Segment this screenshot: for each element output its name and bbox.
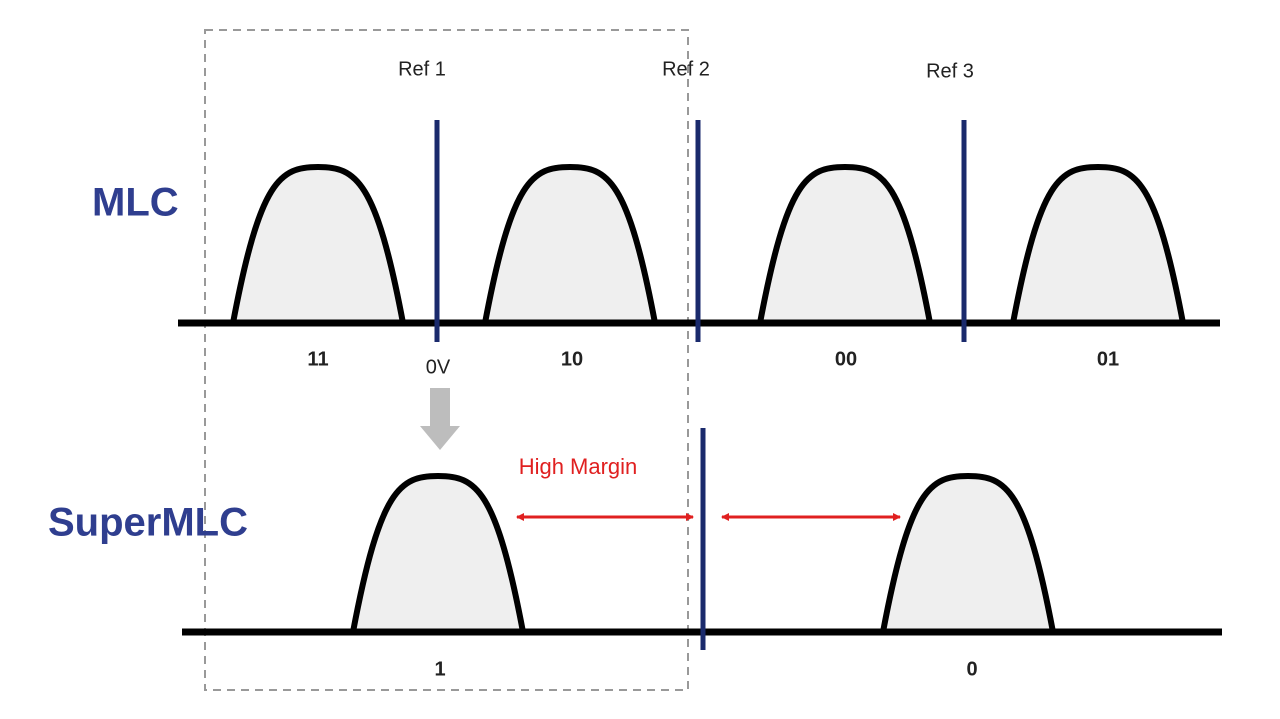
highlight-box [204, 29, 689, 691]
voltage-label: 0V [426, 356, 451, 378]
row-label: SuperMLC [48, 501, 248, 545]
distribution-curve [230, 163, 406, 324]
ref-label: Ref 1 [398, 58, 446, 80]
state-label: 1 [434, 658, 445, 680]
state-label: 00 [835, 348, 857, 370]
distribution-curve [350, 472, 526, 633]
row-label: MLC [92, 181, 179, 225]
ref-label: Ref 2 [662, 58, 710, 80]
distribution-curve [1010, 163, 1186, 324]
ref-label: Ref 3 [926, 60, 974, 82]
state-label: 10 [561, 348, 583, 370]
distribution-curve [482, 163, 658, 324]
distribution-curve [880, 472, 1056, 633]
state-label: 11 [307, 348, 328, 370]
distribution-curve [757, 163, 933, 324]
state-label: 01 [1097, 348, 1119, 370]
margin-label: High Margin [519, 454, 638, 479]
down-arrow [420, 388, 460, 450]
shapes [230, 163, 1186, 633]
state-label: 0 [966, 658, 977, 680]
